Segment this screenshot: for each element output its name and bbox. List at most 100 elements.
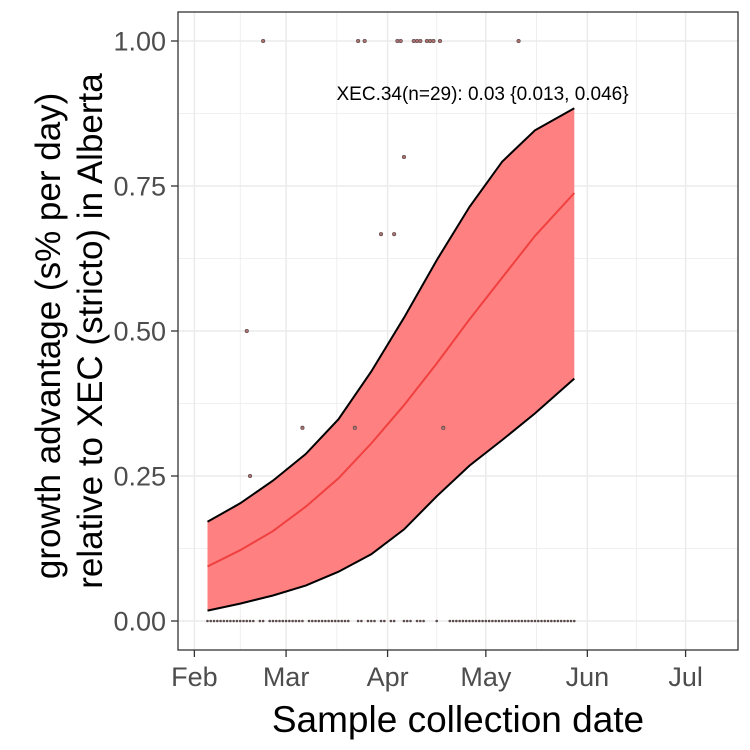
data-point-zero	[310, 619, 314, 623]
data-point	[392, 232, 397, 237]
data-point-zero	[245, 619, 249, 623]
data-point-zero	[274, 619, 278, 623]
ribbon-upper-bound	[207, 107, 575, 523]
data-point-zero	[324, 619, 327, 623]
data-point-zero	[343, 619, 347, 623]
data-point-zero	[366, 619, 370, 623]
data-point-zero	[477, 619, 481, 623]
data-point-zero	[536, 619, 540, 623]
data-point	[411, 38, 416, 44]
y-tick-label: 1.00	[113, 27, 166, 57]
data-point-zero	[451, 619, 455, 623]
data-point	[261, 38, 266, 44]
data-point-zero	[523, 619, 527, 623]
x-tick-label: May	[460, 662, 512, 692]
data-point	[356, 38, 361, 44]
data-point-zero	[559, 619, 563, 623]
x-tick-label: Apr	[367, 662, 409, 692]
data-point-zero	[487, 619, 491, 623]
data-point-zero	[369, 619, 373, 623]
data-point	[424, 38, 429, 44]
data-point-zero	[261, 619, 265, 623]
data-point-zero	[288, 619, 291, 623]
data-point-zero	[291, 619, 294, 623]
data-point-zero	[238, 619, 242, 623]
data-point	[441, 425, 446, 430]
y-axis-title-line2: relative to XEC (stricto) in Alberta	[71, 73, 110, 589]
data-point-zero	[455, 619, 458, 623]
data-point-zero	[379, 619, 383, 623]
data-point-zero	[448, 619, 452, 623]
data-point	[362, 38, 367, 44]
confidence-ribbon-layer	[207, 107, 576, 612]
data-point-zero	[533, 619, 537, 623]
data-point-zero	[419, 619, 422, 623]
data-point-zero	[550, 619, 553, 623]
data-point-zero	[484, 619, 488, 623]
data-point-zero	[294, 619, 298, 623]
data-point	[395, 38, 400, 44]
data-point-zero	[232, 619, 235, 623]
data-point-zero	[271, 619, 275, 623]
data-point-zero	[458, 619, 461, 623]
data-point-zero	[229, 619, 232, 623]
data-point-zero	[373, 619, 376, 623]
data-point-zero	[327, 619, 330, 623]
data-point-zero	[392, 619, 396, 623]
data-point-zero	[333, 619, 337, 623]
data-point-zero	[206, 619, 209, 623]
data-point-zero	[422, 619, 425, 623]
data-points-layer	[244, 38, 521, 479]
data-point-zero	[297, 619, 301, 623]
data-point-zero	[209, 619, 213, 623]
ribbon-lower-bound	[207, 377, 575, 612]
data-point-zero	[212, 619, 216, 623]
data-point-zero	[546, 619, 550, 623]
data-point-zero	[461, 619, 465, 623]
confidence-ribbon	[207, 108, 575, 611]
data-point-zero	[468, 619, 471, 623]
data-point-zero	[566, 619, 570, 623]
zero-points-layer	[206, 619, 576, 623]
y-tick-label: 0.75	[113, 172, 166, 202]
data-point-zero	[540, 619, 543, 623]
axis-labels: Feb Mar Apr May Jun Jul 0.00 0.25 0.50 0.75 1.00	[113, 27, 702, 693]
data-point-zero	[491, 619, 494, 623]
data-point-zero	[340, 619, 344, 623]
data-point-zero	[383, 619, 386, 623]
data-point-zero	[215, 619, 219, 623]
data-point-zero	[242, 619, 245, 623]
data-point-zero	[494, 619, 497, 623]
data-point-zero	[474, 619, 478, 623]
data-point-zero	[248, 619, 252, 623]
data-point-zero	[225, 619, 229, 623]
data-point-zero	[301, 619, 304, 623]
data-point	[401, 154, 407, 160]
data-point-zero	[409, 619, 412, 623]
data-point-zero	[543, 619, 547, 623]
y-tick-label: 0.50	[113, 317, 166, 347]
data-point-zero	[307, 619, 311, 623]
x-tick-label: Jun	[566, 662, 610, 692]
data-point-zero	[569, 619, 573, 623]
data-point-zero	[435, 619, 439, 623]
data-point-zero	[556, 619, 560, 623]
data-point-zero	[520, 619, 524, 623]
data-point-zero	[317, 619, 321, 623]
data-point-zero	[278, 619, 281, 623]
data-point-zero	[337, 619, 340, 623]
data-point-zero	[517, 619, 520, 623]
data-point	[244, 328, 249, 334]
data-point-zero	[481, 619, 484, 623]
data-point-zero	[464, 619, 468, 623]
data-point-zero	[268, 619, 271, 623]
data-point-zero	[514, 619, 517, 623]
data-point-zero	[553, 619, 556, 623]
y-axis-title: growth advantage (s% per day) relative t…	[29, 73, 110, 589]
data-point-zero	[527, 619, 530, 623]
data-point-zero	[235, 619, 239, 623]
data-point-zero	[314, 619, 317, 623]
data-point-zero	[402, 619, 406, 623]
data-point-zero	[530, 619, 533, 623]
